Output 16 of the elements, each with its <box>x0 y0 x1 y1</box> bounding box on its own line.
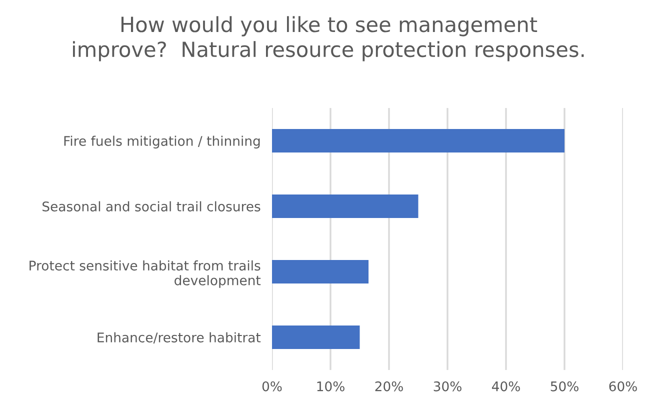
y-tick-label: Fire fuels mitigation / thinning <box>64 136 260 149</box>
bar <box>272 194 418 218</box>
x-tick-label: 20% <box>375 381 403 392</box>
bar <box>272 128 564 153</box>
y-tick-label: Protect sensitive habitat from trails development <box>30 260 261 288</box>
x-tick-label: 50% <box>550 381 578 392</box>
bar <box>272 325 360 350</box>
x-tick-label: 10% <box>317 381 344 392</box>
x-tick-label: 30% <box>434 381 462 392</box>
y-tick-label: Enhance/restore habitrat <box>98 332 261 344</box>
chart-title: How would you like to see management improve? Natural resource protection responses. <box>73 16 584 62</box>
y-tick-label: Seasonal and social trail closures <box>42 201 260 212</box>
bar <box>272 260 369 284</box>
x-tick-label: 40% <box>492 381 520 392</box>
x-tick-label: 0% <box>262 381 282 392</box>
x-tick-label: 60% <box>609 381 637 392</box>
